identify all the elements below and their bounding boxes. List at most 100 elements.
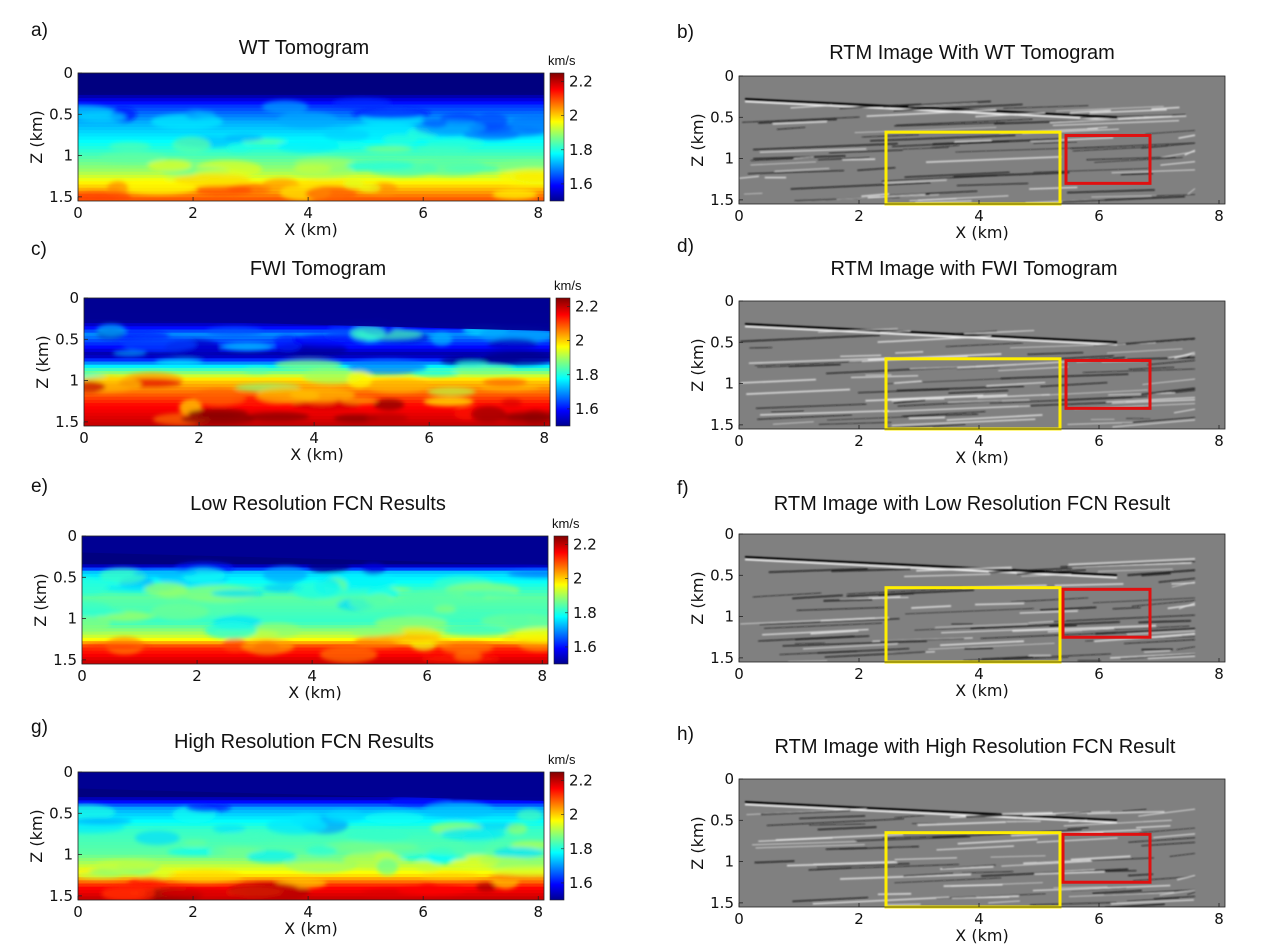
y-tick-label: 1 <box>63 846 73 864</box>
plot-area <box>82 536 548 664</box>
y-tick-label: 0 <box>724 67 734 85</box>
reflector-event <box>1122 808 1147 812</box>
velocity-band <box>84 415 550 421</box>
texture-blob <box>333 414 379 423</box>
x-axis-label: X (km) <box>288 683 341 702</box>
reflector-event <box>1121 417 1196 424</box>
plot-area <box>739 301 1225 429</box>
velocity-band <box>82 631 548 636</box>
texture-blob <box>226 142 251 153</box>
texture-blob <box>366 378 430 393</box>
velocity-band <box>82 628 548 633</box>
reflector-event <box>1089 108 1167 114</box>
reflector-event <box>893 103 1023 112</box>
y-tick-label: 1 <box>63 147 73 165</box>
reflector-event <box>757 363 840 368</box>
reflector-event <box>768 567 868 573</box>
texture-blob <box>482 351 550 366</box>
x-tick-label: 8 <box>533 903 543 921</box>
texture-blob <box>420 872 479 879</box>
reflector-event <box>792 594 843 600</box>
reflector-event <box>917 195 1009 201</box>
panel-title: FWI Tomogram <box>250 258 386 280</box>
reflector-event <box>956 366 1001 370</box>
x-axis-label: X (km) <box>290 445 343 464</box>
y-tick-label: 1.5 <box>55 413 79 431</box>
texture-blob <box>361 563 386 575</box>
velocity-band <box>78 98 544 103</box>
panel-title: Low Resolution FCN Results <box>190 493 446 515</box>
velocity-band <box>82 621 548 627</box>
colorbar-unit: km/s <box>554 278 582 293</box>
reflector-event <box>936 893 1046 899</box>
reflector-event <box>911 605 952 609</box>
reflector-event <box>975 602 1025 606</box>
reflector-event <box>926 156 1062 163</box>
reflector-event <box>908 416 945 420</box>
velocity-band <box>82 634 548 639</box>
reflector-event <box>1061 195 1185 203</box>
y-axis-label: Z (km) <box>688 816 707 869</box>
reflector-event <box>790 104 833 109</box>
reflector-event <box>759 618 900 625</box>
texture-blob <box>374 616 448 631</box>
reflector-event <box>1056 105 1164 112</box>
reflector-event <box>748 357 891 364</box>
velocity-band <box>84 326 550 331</box>
texture-blob <box>503 612 530 627</box>
red-highlight-box <box>1061 587 1152 639</box>
x-tick-label: 6 <box>422 667 432 685</box>
texture-blob <box>388 795 452 807</box>
texture-blob <box>172 136 211 154</box>
panel-e: 0 2 4 6 8 0 0.5 1 1.5 X (km) Z (km) Low Resolution … <box>31 476 597 702</box>
reflector-event <box>894 857 957 861</box>
y-tick-label: 0 <box>67 527 77 545</box>
velocity-band <box>84 323 550 328</box>
texture-blob <box>119 179 197 195</box>
velocity-band <box>82 625 548 630</box>
velocity-band <box>78 85 544 90</box>
texture-blob <box>426 138 484 149</box>
texture-blob <box>302 368 362 384</box>
texture-blob <box>223 133 264 142</box>
texture-blob <box>419 158 487 176</box>
x-tick-label: 4 <box>974 910 984 928</box>
reflector-event <box>998 366 1069 372</box>
panel-b: 0 2 4 6 8 0 0.5 1 1.5 X (km) Z (km) RTM Image With … <box>677 22 1226 242</box>
reflector-event <box>935 623 1028 628</box>
texture-blob <box>456 361 488 368</box>
texture-blob <box>122 337 197 353</box>
texture-blob <box>266 817 328 835</box>
reflector-event <box>894 815 925 818</box>
y-tick-label: 1 <box>67 610 77 628</box>
texture-blob <box>476 882 497 892</box>
reflector-event <box>1070 142 1196 149</box>
x-tick-label: 8 <box>537 667 547 685</box>
texture-blob <box>516 809 543 822</box>
texture-blob <box>212 824 246 833</box>
texture-blob <box>277 111 338 129</box>
reflector-event <box>826 365 977 375</box>
reflector-event <box>953 171 1070 178</box>
texture-blob <box>277 139 340 153</box>
reflector-event <box>883 100 991 108</box>
reflector-event <box>782 640 927 647</box>
texture-blob <box>82 616 111 632</box>
reflector-event <box>1127 569 1196 577</box>
velocity-band <box>82 644 548 649</box>
reflector-event <box>883 405 1031 413</box>
texture-blob <box>470 406 506 423</box>
y-tick-label: 1 <box>69 372 79 390</box>
reflector-event <box>1112 419 1196 428</box>
reflector-event <box>917 821 1007 827</box>
texture-blob <box>262 566 308 583</box>
reflector-event <box>1104 903 1165 907</box>
panel-letter: a) <box>31 20 48 41</box>
y-tick-label: 0 <box>724 292 734 310</box>
reflector-event <box>897 400 1002 407</box>
reflector-event <box>894 877 1002 884</box>
reflector-event <box>1168 353 1196 359</box>
texture-blob <box>440 641 494 654</box>
texture-blob <box>423 396 474 407</box>
reflector-event <box>1171 581 1196 588</box>
